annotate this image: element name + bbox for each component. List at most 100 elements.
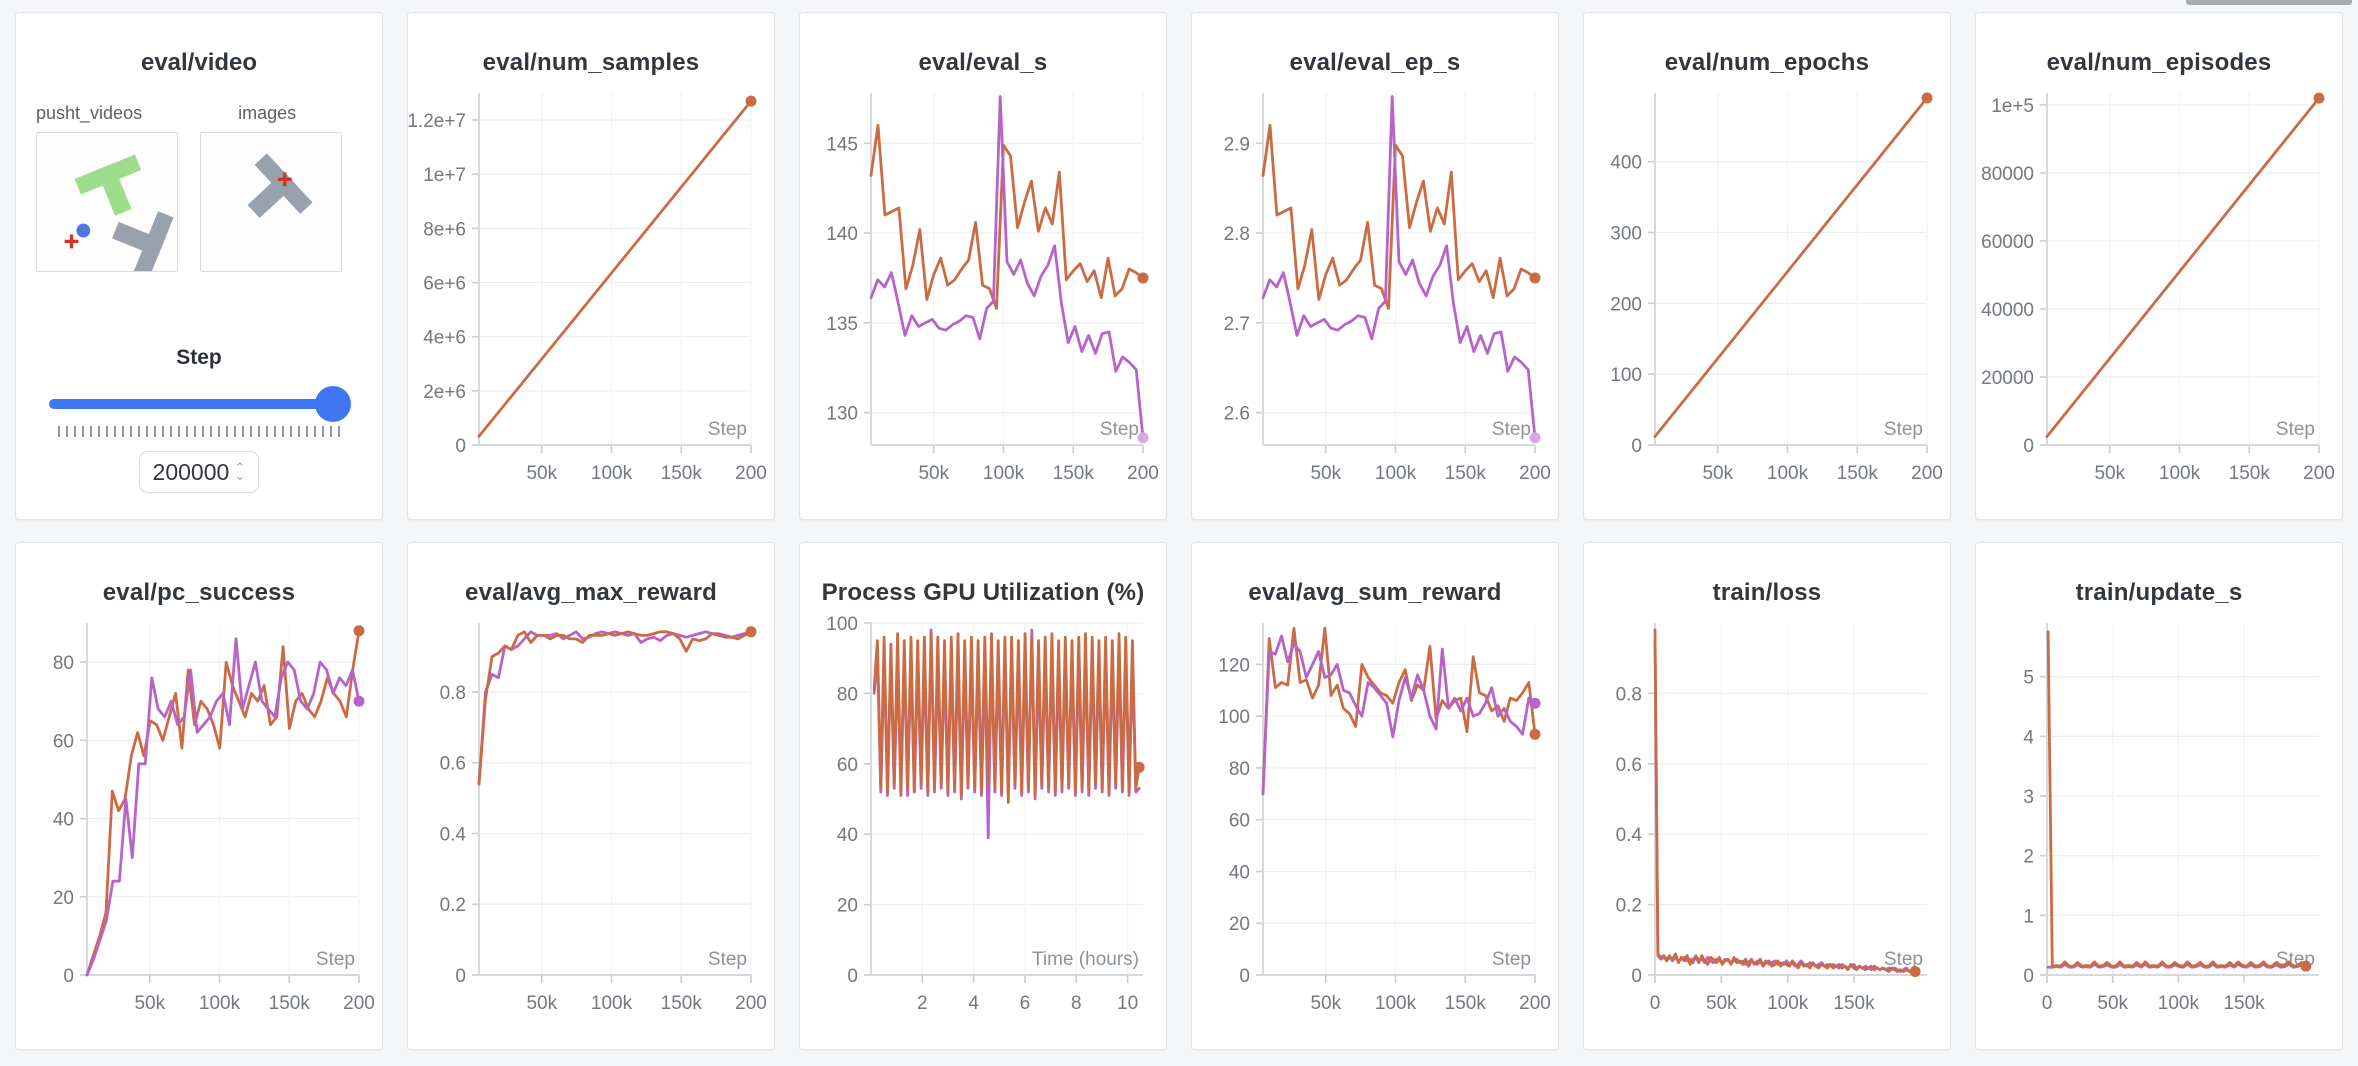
step-slider-track[interactable] bbox=[49, 399, 349, 409]
svg-text:150k: 150k bbox=[1445, 463, 1487, 484]
panel-title: eval/num_samples bbox=[482, 49, 700, 76]
svg-text:8: 8 bbox=[1071, 993, 1082, 1014]
panel-title: eval/eval_ep_s bbox=[1289, 49, 1461, 76]
svg-text:50k: 50k bbox=[1310, 463, 1341, 484]
svg-text:50k: 50k bbox=[1706, 993, 1737, 1014]
svg-text:0.4: 0.4 bbox=[440, 824, 467, 845]
chart-train-loss[interactable]: 0 0.2 0.4 0.6 0.8 0 50k 100k 150k Step bbox=[1597, 615, 1937, 1039]
step-slider-thumb[interactable] bbox=[315, 386, 351, 422]
svg-text:100k: 100k bbox=[199, 993, 241, 1014]
svg-text:50k: 50k bbox=[526, 993, 557, 1014]
svg-text:140: 140 bbox=[826, 224, 858, 245]
panel-title: eval/avg_sum_reward bbox=[1248, 579, 1502, 606]
svg-text:60: 60 bbox=[53, 731, 74, 752]
panel-eval-num-episodes: eval/num_episodes 0 20000 40000 60000 80000 1… bbox=[1975, 12, 2343, 520]
svg-text:Step: Step bbox=[1884, 419, 1923, 440]
svg-text:Time (hours): Time (hours) bbox=[1032, 949, 1139, 970]
pusht-video-thumbnail[interactable] bbox=[36, 132, 178, 272]
chart-eval-eval-s[interactable]: 130 135 140 145 50k 100k 150k 200 Step bbox=[813, 85, 1159, 509]
panel-train-loss: train/loss 0 0.2 0.4 0.6 0.8 0 50k 100k 150k Step bbox=[1583, 542, 1951, 1050]
svg-text:60000: 60000 bbox=[1981, 232, 2034, 253]
panel-eval-num-epochs: eval/num_epochs 0 100 200 300 400 50k 100k 150k… bbox=[1583, 12, 1951, 520]
chart-gpu-utilization[interactable]: 0 20 40 60 80 100 2 4 6 8 10 Time (hours) bbox=[813, 614, 1153, 1039]
svg-text:150k: 150k bbox=[1833, 993, 1875, 1014]
panel-title: eval/video bbox=[140, 49, 258, 76]
svg-text:0: 0 bbox=[1631, 436, 1642, 457]
stepper-up-icon[interactable]: ⌃ bbox=[234, 460, 246, 475]
svg-text:Step: Step bbox=[708, 419, 747, 440]
svg-text:10: 10 bbox=[1117, 993, 1138, 1014]
svg-text:Step: Step bbox=[316, 949, 355, 970]
panel-gpu-utilization: Process GPU Utilization (%) 0 20 40 60 80 100… bbox=[799, 542, 1167, 1050]
svg-text:20000: 20000 bbox=[1981, 368, 2034, 389]
svg-text:40000: 40000 bbox=[1981, 300, 2034, 321]
svg-text:Step: Step bbox=[1100, 419, 1139, 440]
panel-title: eval/num_episodes bbox=[2046, 49, 2272, 76]
svg-text:2: 2 bbox=[917, 993, 928, 1014]
chart-eval-pc-success[interactable]: 0 20 40 60 80 50k 100k 150k 200 Step bbox=[29, 615, 375, 1039]
chart-eval-eval-ep-s[interactable]: 2.6 2.7 2.8 2.9 50k 100k 150k 200 Step bbox=[1205, 85, 1551, 509]
svg-text:3: 3 bbox=[2023, 787, 2034, 808]
svg-text:0: 0 bbox=[455, 436, 466, 457]
svg-text:150k: 150k bbox=[661, 463, 703, 484]
stepper-icons: ⌃ ⌄ bbox=[234, 460, 246, 483]
images-thumbnail[interactable] bbox=[200, 132, 342, 272]
svg-text:1e+5: 1e+5 bbox=[1991, 96, 2034, 117]
svg-text:0.8: 0.8 bbox=[1616, 684, 1642, 705]
panel-eval-eval-s: eval/eval_s 130 135 140 145 50k 100k 150k 200 St… bbox=[799, 12, 1167, 520]
svg-text:150k: 150k bbox=[661, 993, 703, 1014]
svg-text:300: 300 bbox=[1610, 224, 1642, 245]
step-input-box[interactable]: ⌃ ⌄ bbox=[139, 451, 259, 493]
step-input[interactable] bbox=[152, 458, 229, 486]
slider-tick-ruler bbox=[58, 426, 340, 437]
svg-text:1.2e+7: 1.2e+7 bbox=[407, 111, 466, 132]
svg-text:100k: 100k bbox=[1375, 993, 1417, 1014]
svg-text:120: 120 bbox=[1218, 655, 1250, 676]
svg-text:6: 6 bbox=[1020, 993, 1031, 1014]
step-slider[interactable] bbox=[49, 386, 351, 422]
svg-text:145: 145 bbox=[826, 134, 858, 155]
svg-text:40: 40 bbox=[837, 825, 858, 846]
panel-title: eval/num_epochs bbox=[1664, 49, 1870, 76]
svg-text:60: 60 bbox=[1229, 811, 1250, 832]
svg-text:80: 80 bbox=[837, 684, 858, 705]
chart-eval-num-episodes[interactable]: 0 20000 40000 60000 80000 1e+5 50k 100k 150k 200 S… bbox=[1981, 85, 2335, 509]
svg-text:100k: 100k bbox=[591, 993, 633, 1014]
svg-text:80: 80 bbox=[53, 653, 74, 674]
media-thumbnails bbox=[36, 132, 382, 272]
svg-text:100k: 100k bbox=[1767, 463, 1809, 484]
chart-eval-avg-sum-reward[interactable]: 0 20 40 60 80 100 120 50k 100k 150k 200 Step bbox=[1205, 615, 1551, 1039]
svg-text:2.8: 2.8 bbox=[1224, 224, 1250, 245]
stepper-down-icon[interactable]: ⌄ bbox=[234, 468, 246, 483]
panel-title: eval/pc_success bbox=[102, 579, 296, 606]
panel-title: train/update_s bbox=[2075, 579, 2243, 606]
step-slider-label: Step bbox=[176, 346, 222, 369]
svg-text:1e+7: 1e+7 bbox=[423, 165, 466, 186]
svg-text:20: 20 bbox=[53, 888, 74, 909]
svg-text:200: 200 bbox=[1911, 463, 1943, 484]
panel-eval-video: eval/video pusht_videos images bbox=[15, 12, 383, 520]
svg-text:100k: 100k bbox=[1375, 463, 1417, 484]
svg-text:6e+6: 6e+6 bbox=[423, 274, 466, 295]
svg-text:150k: 150k bbox=[2224, 993, 2266, 1014]
chart-eval-num-epochs[interactable]: 0 100 200 300 400 50k 100k 150k 200 Step bbox=[1597, 85, 1943, 509]
panel-title: eval/avg_max_reward bbox=[465, 579, 717, 606]
svg-text:0.4: 0.4 bbox=[1616, 825, 1643, 846]
svg-text:0.2: 0.2 bbox=[440, 895, 466, 916]
goal-t-shape bbox=[74, 154, 142, 216]
chart-eval-avg-max-reward[interactable]: 0 0.2 0.4 0.6 0.8 50k 100k 150k 200 Step bbox=[421, 615, 767, 1039]
svg-text:150k: 150k bbox=[1053, 463, 1095, 484]
svg-text:1: 1 bbox=[2023, 906, 2034, 927]
panel-eval-avg-max-reward: eval/avg_max_reward 0 0.2 0.4 0.6 0.8 50k 100k… bbox=[407, 542, 775, 1050]
chart-eval-num-samples[interactable]: 0 2e+6 4e+6 6e+6 8e+6 1e+7 1.2e+7 50k 100k 150k 20… bbox=[408, 85, 767, 509]
panel-eval-avg-sum-reward: eval/avg_sum_reward 0 20 40 60 80 100 120 50k 10… bbox=[1191, 542, 1559, 1050]
svg-text:0: 0 bbox=[2023, 436, 2034, 457]
target-cross bbox=[64, 234, 79, 249]
svg-text:80000: 80000 bbox=[1981, 164, 2034, 185]
panel-eval-pc-success: eval/pc_success 0 20 40 60 80 50k 100k 150k 200 S… bbox=[15, 542, 383, 1050]
svg-text:150k: 150k bbox=[1445, 993, 1487, 1014]
svg-text:50k: 50k bbox=[1310, 993, 1341, 1014]
horizontal-scrollbar[interactable] bbox=[2186, 0, 2352, 5]
